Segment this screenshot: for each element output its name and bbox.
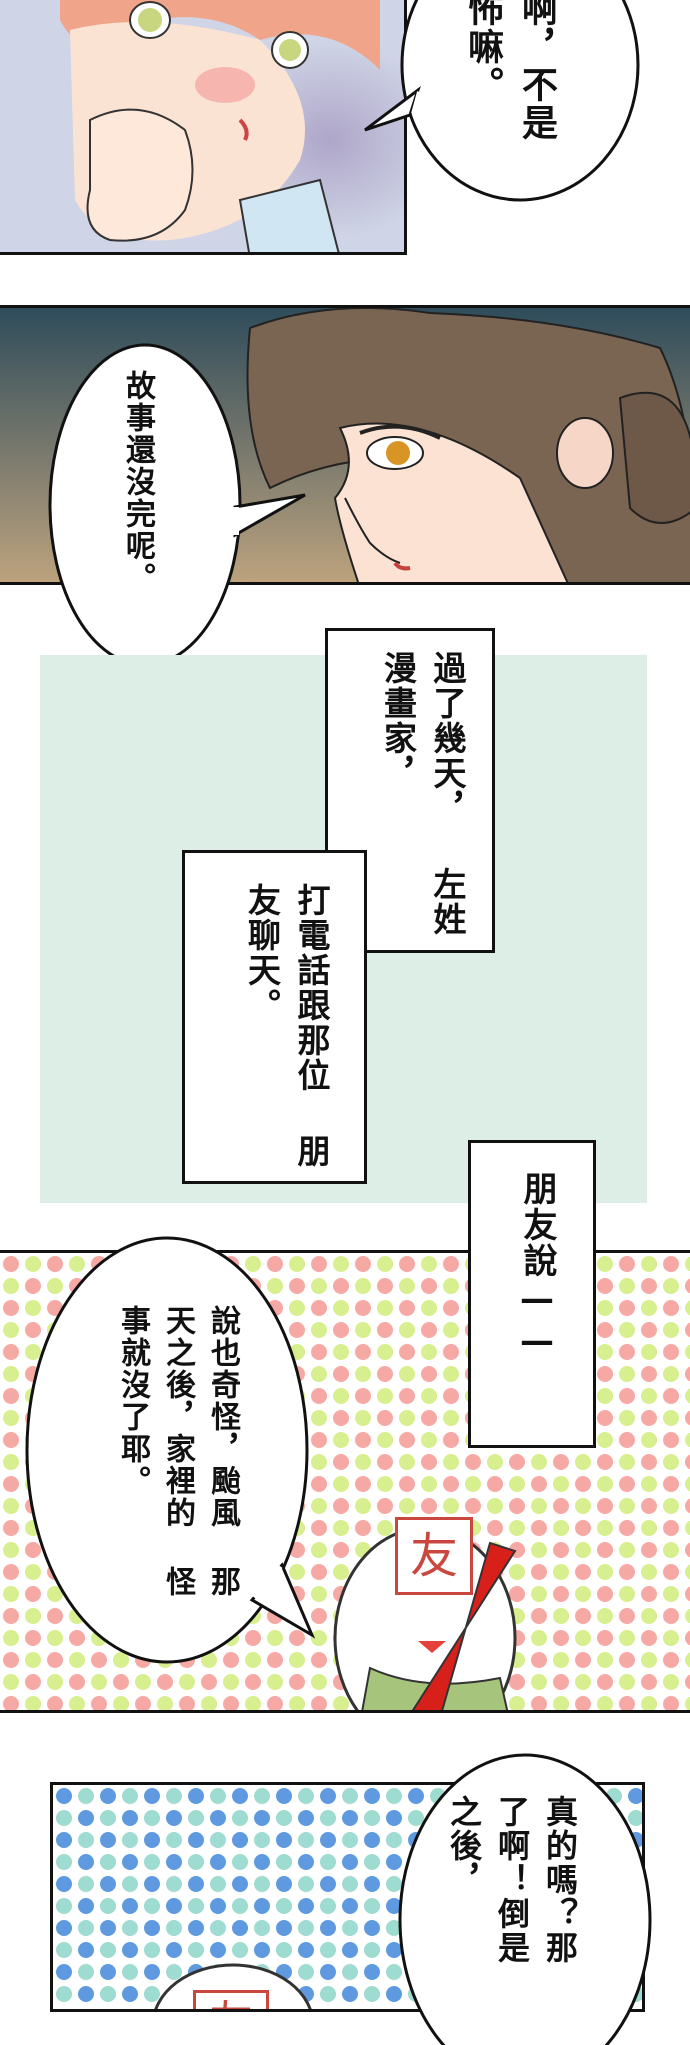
speech-bubble-3-text: 說也奇怪，颱風 那天之後，家裡的 怪事就沒了耶。 xyxy=(110,1305,245,1605)
narration-2-line-2: 朋友聊天。 xyxy=(242,883,332,1169)
bubble-4-line-3: 之後， xyxy=(445,1795,483,1897)
speech-bubble-1 xyxy=(364,0,640,202)
bubble-3-line-3: 怪事就沒了耶。 xyxy=(115,1305,195,1598)
narration-1-line-2: 左姓漫畫家， xyxy=(378,651,468,937)
caption-box: 朋友說—— xyxy=(468,1140,596,1448)
caption-text: 朋友說—— xyxy=(517,1171,557,1363)
speech-bubble-1-text: 啊，不是 怖嘛。 xyxy=(455,0,563,190)
speech-bubble-2 xyxy=(48,343,306,667)
panel-1-art xyxy=(0,0,404,252)
panel-1 xyxy=(0,0,407,255)
narration-box-2: 打電話跟那位 朋友聊天。 xyxy=(182,850,367,1184)
speech-bubble-4 xyxy=(398,1753,652,2045)
friend-face-label-2: 友 xyxy=(193,1990,269,2009)
speech-bubble-3 xyxy=(25,1236,316,1664)
bubble-1-line-2: 怖嘛。 xyxy=(462,0,503,104)
speech-bubble-2-text: 故事還沒完呢。 xyxy=(115,370,160,650)
bubble-4-line-1: 真的嗎？那 xyxy=(541,1795,579,1965)
narration-1-line-1: 過了幾天， xyxy=(428,651,467,826)
bubble-3-line-1: 說也奇怪，颱風 xyxy=(205,1305,240,1529)
speech-bubble-4-text: 真的嗎？那 了啊！倒是 之後， xyxy=(440,1795,584,2035)
bubble-3-line-2: 那天之後，家裡的 xyxy=(160,1305,240,1598)
bubble-4-line-2: 了啊！倒是 xyxy=(493,1795,531,1965)
bubble-2-line-1: 故事還沒完呢。 xyxy=(120,370,155,594)
narration-2-line-1: 打電話跟那位 xyxy=(292,883,331,1093)
friend-face-label: 友 xyxy=(395,1517,473,1595)
bubble-1-line-1: 啊，不是 xyxy=(516,0,557,142)
